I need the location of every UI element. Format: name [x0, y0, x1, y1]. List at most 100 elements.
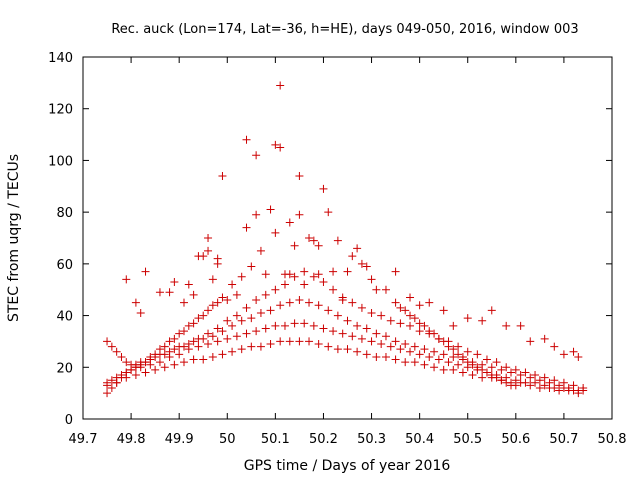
data-point — [449, 352, 458, 361]
data-point — [401, 340, 410, 349]
data-point — [261, 290, 270, 299]
data-point — [540, 381, 549, 390]
data-point — [237, 272, 246, 281]
data-point — [208, 275, 217, 284]
data-point — [213, 298, 222, 307]
data-point — [208, 301, 217, 310]
data-point — [285, 298, 294, 307]
data-point — [430, 363, 439, 372]
data-point — [357, 259, 366, 268]
x-tick-label: 49.7 — [69, 432, 98, 447]
data-point — [526, 337, 535, 346]
data-point — [213, 337, 222, 346]
data-point — [300, 280, 309, 289]
data-point — [151, 365, 160, 374]
data-point — [516, 378, 525, 387]
data-point — [271, 285, 280, 294]
data-point — [189, 355, 198, 364]
data-point — [324, 208, 333, 217]
y-axis-label: STEC from uqrg / TECUs — [6, 154, 22, 322]
data-point — [155, 345, 164, 354]
data-point — [160, 342, 169, 351]
data-point — [487, 371, 496, 380]
data-point — [415, 301, 424, 310]
data-point — [406, 293, 415, 302]
data-point — [473, 363, 482, 372]
data-point — [184, 345, 193, 354]
data-point — [353, 347, 362, 356]
data-point — [367, 275, 376, 284]
data-point — [348, 252, 357, 261]
data-point — [136, 360, 145, 369]
data-point — [430, 347, 439, 356]
data-point — [559, 383, 568, 392]
data-point — [333, 311, 342, 320]
x-tick-label: 50.6 — [501, 432, 530, 447]
data-point — [232, 311, 241, 320]
data-point — [531, 378, 540, 387]
data-point — [511, 381, 520, 390]
data-point — [266, 205, 275, 214]
data-point — [415, 350, 424, 359]
data-point — [204, 234, 213, 242]
data-point — [502, 321, 511, 330]
data-point — [535, 376, 544, 385]
data-point — [194, 342, 203, 351]
data-point — [252, 210, 261, 219]
data-point — [213, 324, 222, 333]
data-point — [170, 334, 179, 343]
y-tick-label: 40 — [56, 310, 73, 325]
chart-title: Rec. auck (Lon=174, Lat=-36, h=HE), days… — [111, 22, 578, 37]
data-point — [237, 316, 246, 325]
data-point — [574, 352, 583, 361]
data-point — [194, 314, 203, 323]
data-point — [280, 280, 289, 289]
data-point — [242, 223, 251, 232]
data-point — [319, 324, 328, 333]
data-point — [377, 311, 386, 320]
data-point — [357, 303, 366, 312]
x-tick-label: 50 — [219, 432, 236, 447]
data-point — [449, 345, 458, 354]
data-point — [406, 321, 415, 330]
data-point — [252, 296, 261, 305]
data-point — [449, 321, 458, 330]
data-point — [295, 210, 304, 219]
data-point — [242, 303, 251, 312]
data-point — [122, 275, 131, 284]
data-point — [252, 151, 261, 160]
data-point — [430, 329, 439, 338]
data-point — [535, 383, 544, 392]
data-point — [439, 337, 448, 346]
data-point — [463, 358, 472, 367]
data-point — [295, 337, 304, 346]
data-point — [170, 277, 179, 286]
data-point — [559, 350, 568, 359]
data-point — [463, 347, 472, 356]
data-point — [199, 355, 208, 364]
data-point — [314, 301, 323, 310]
data-point — [372, 285, 381, 294]
data-point — [516, 371, 525, 380]
data-point — [271, 140, 280, 149]
data-point — [305, 298, 314, 307]
data-point — [324, 342, 333, 351]
data-point — [516, 321, 525, 330]
data-point — [454, 342, 463, 351]
data-point — [184, 280, 193, 289]
data-point — [381, 352, 390, 361]
data-point — [237, 345, 246, 354]
data-point — [103, 337, 112, 346]
data-point — [285, 270, 294, 279]
data-point — [112, 378, 121, 387]
data-point — [425, 352, 434, 361]
data-point — [473, 350, 482, 359]
data-point — [468, 371, 477, 380]
x-tick-label: 50.5 — [453, 432, 482, 447]
data-point — [314, 241, 323, 250]
data-point — [218, 350, 227, 359]
data-point — [401, 306, 410, 315]
data-point — [103, 389, 112, 398]
data-point — [179, 327, 188, 336]
data-point — [256, 308, 265, 317]
